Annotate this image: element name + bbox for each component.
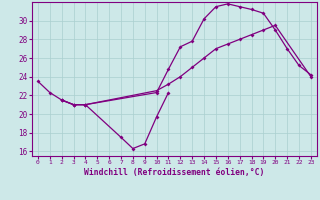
X-axis label: Windchill (Refroidissement éolien,°C): Windchill (Refroidissement éolien,°C) xyxy=(84,168,265,177)
